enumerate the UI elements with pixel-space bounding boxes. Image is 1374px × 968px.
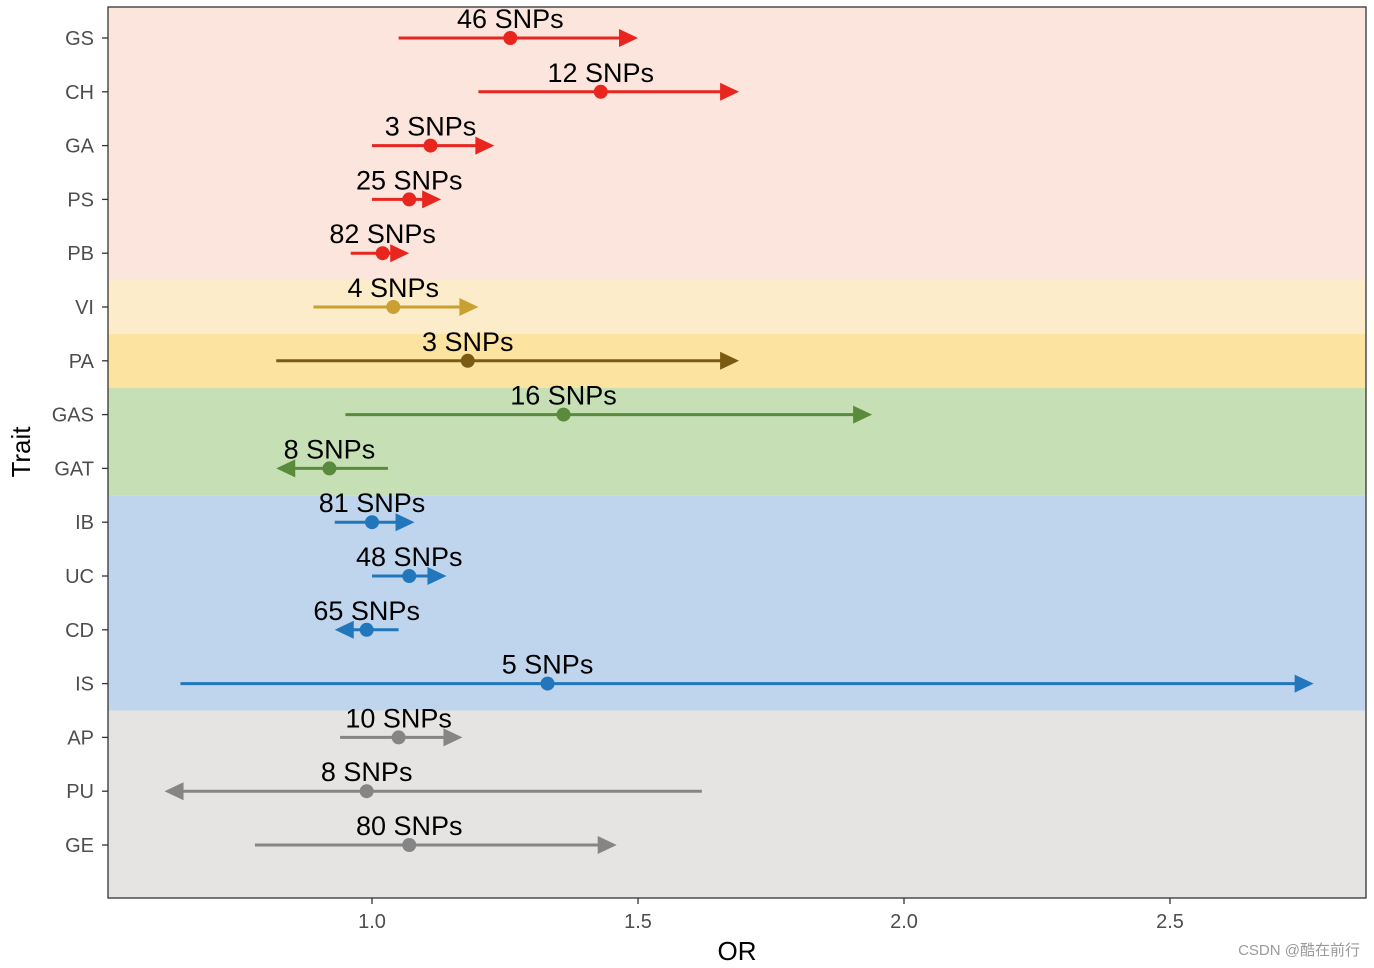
band-ib-uc-cd-is [108,495,1366,710]
y-tick-label-gs: GS [65,28,94,50]
band-ap-pu-ge [108,711,1366,899]
watermark: CSDN @酷在前行 [1238,939,1360,960]
snp-label-ps: 25 SNPs [356,165,463,195]
y-tick-label-is: IS [75,674,94,696]
snp-label-pu: 8 SNPs [321,757,413,787]
y-tick-label-pb: PB [67,243,94,265]
snp-label-uc: 48 SNPs [356,542,463,572]
x-tick-label-1: 1.5 [624,911,652,933]
snp-label-pb: 82 SNPs [329,219,436,249]
band-gs-ch-ga-ps-pb [108,7,1366,280]
y-tick-label-uc: UC [65,566,94,588]
snp-label-pa: 3 SNPs [422,327,514,357]
x-tick-label-0: 1.0 [358,911,386,933]
snp-label-cd: 65 SNPs [313,596,420,626]
snp-label-gat: 8 SNPs [284,434,376,464]
x-tick-label-2: 2.0 [890,911,918,933]
snp-label-ga: 3 SNPs [385,112,477,142]
band-vi [108,280,1366,334]
y-tick-label-pu: PU [66,781,94,803]
y-tick-label-gat: GAT [54,458,94,480]
x-tick-label-3: 2.5 [1156,911,1184,933]
y-tick-label-vi: VI [75,297,94,319]
y-tick-label-pa: PA [69,351,95,373]
y-tick-label-ap: AP [67,727,94,749]
y-tick-label-cd: CD [65,620,94,642]
snp-label-ap: 10 SNPs [345,703,452,733]
snp-label-vi: 4 SNPs [348,273,440,303]
forest-plot: GSCHGAPSPBVIPAGASGATIBUCCDISAPPUGE 1.0 1.… [0,0,1374,968]
y-tick-label-ps: PS [67,189,94,211]
y-axis: GS CH GA PS PB VI PA GAS GAT IB UC CD IS AP PU GE [52,28,108,857]
snp-label-gs: 46 SNPs [457,4,564,34]
x-axis-title: OR [718,936,757,966]
snp-label-ge: 80 SNPs [356,811,463,841]
y-tick-label-ge: GE [65,835,94,857]
y-tick-label-ch: CH [65,82,94,104]
x-axis: 1.0 1.5 2.0 2.5 [358,898,1184,933]
snp-label-ib: 81 SNPs [319,488,426,518]
y-tick-label-ib: IB [75,512,94,534]
snp-label-ch: 12 SNPs [547,58,654,88]
y-tick-label-ga: GA [65,136,95,158]
snp-label-gas: 16 SNPs [510,381,617,411]
y-tick-label-gas: GAS [52,405,94,427]
y-axis-title: Trait [6,426,36,478]
snp-label-is: 5 SNPs [502,650,594,680]
